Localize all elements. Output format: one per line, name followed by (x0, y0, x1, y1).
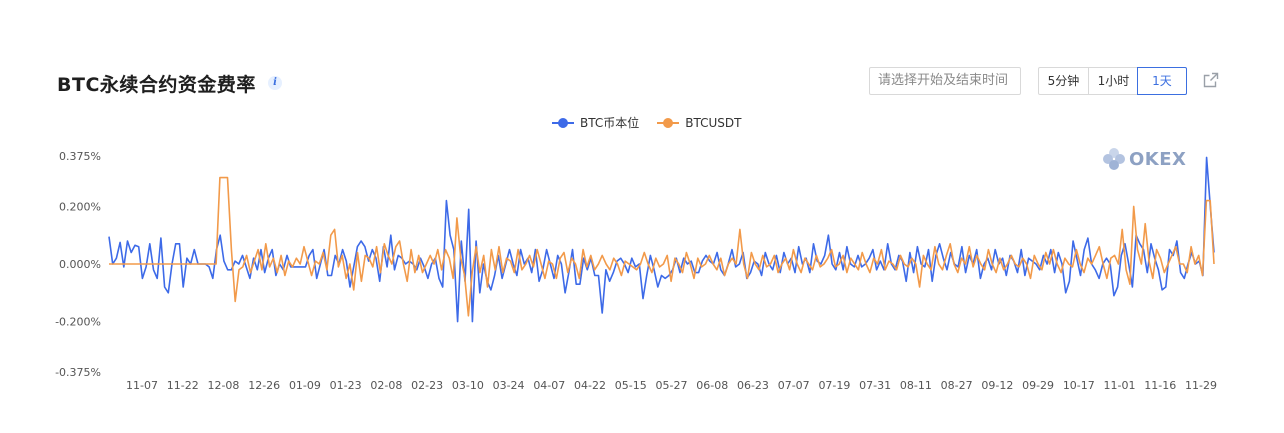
x-tick-label: 01-23 (330, 379, 362, 392)
info-icon[interactable]: i (268, 76, 282, 90)
x-tick-label: 11-29 (1185, 379, 1217, 392)
legend-item-coin-margined[interactable]: BTC币本位 (552, 114, 639, 131)
y-tick-label: -0.200% (55, 316, 101, 329)
legend-label: BTCUSDT (685, 115, 742, 130)
x-tick-label: 10-17 (1063, 379, 1095, 392)
chart-legend: BTC币本位 BTCUSDT (552, 114, 741, 131)
x-tick-label: 04-07 (533, 379, 565, 392)
x-tick-label: 02-08 (370, 379, 402, 392)
x-tick-label: 08-11 (900, 379, 932, 392)
legend-marker-usdt (657, 117, 680, 129)
x-tick-label: 12-26 (248, 379, 280, 392)
x-tick-label: 03-10 (452, 379, 484, 392)
x-tick-label: 07-19 (818, 379, 850, 392)
interval-5min-button[interactable]: 5分钟 (1038, 67, 1089, 95)
interval-1day-button[interactable]: 1天 (1137, 67, 1187, 95)
x-tick-label: 03-24 (493, 379, 525, 392)
legend-marker-coin-margined (552, 117, 574, 129)
x-tick-label: 09-29 (1022, 379, 1054, 392)
x-tick-label: 08-27 (941, 379, 973, 392)
x-tick-label: 07-07 (778, 379, 810, 392)
okex-watermark: OKEX (1102, 147, 1186, 171)
y-tick-label: -0.375% (55, 366, 101, 379)
x-tick-label: 06-23 (737, 379, 769, 392)
legend-label: BTC币本位 (580, 116, 640, 130)
x-tick-label: 11-22 (167, 379, 199, 392)
x-tick-label: 11-01 (1104, 379, 1136, 392)
x-tick-label: 09-12 (981, 379, 1013, 392)
y-tick-label: 0.200% (59, 200, 101, 213)
x-tick-label: 11-07 (126, 379, 158, 392)
x-tick-label: 07-31 (859, 379, 891, 392)
page-title: BTC永续合约资金费率 (57, 74, 256, 96)
x-tick-label: 01-09 (289, 379, 321, 392)
x-tick-label: 11-16 (1144, 379, 1176, 392)
x-tick-label: 04-22 (574, 379, 606, 392)
legend-item-usdt[interactable]: BTCUSDT (657, 114, 741, 131)
y-tick-label: 0.375% (59, 150, 101, 163)
series-line-usdt (109, 176, 1215, 317)
x-tick-label: 06-08 (696, 379, 728, 392)
x-tick-label: 05-27 (656, 379, 688, 392)
x-tick-label: 05-15 (615, 379, 647, 392)
x-tick-label: 02-23 (411, 379, 443, 392)
date-range-input[interactable]: 请选择开始及结束时间 (869, 67, 1021, 95)
share-icon[interactable] (1203, 72, 1219, 88)
okex-logo-text: OKEX (1129, 148, 1187, 170)
series-line-coin-margined (108, 156, 1215, 323)
y-tick-label: 0.000% (59, 258, 101, 271)
x-tick-label: 12-08 (207, 379, 239, 392)
interval-1hour-button[interactable]: 1小时 (1088, 67, 1139, 95)
okex-logo-icon (1103, 148, 1125, 170)
